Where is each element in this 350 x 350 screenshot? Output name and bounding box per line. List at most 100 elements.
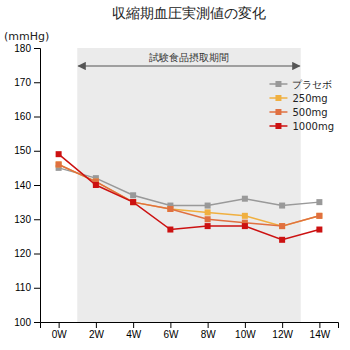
x-tick-mark [133,322,134,328]
x-tick-label: 2W [89,329,105,340]
y-tick: 170 [14,77,40,88]
series-marker [205,216,211,222]
y-axis-line [34,49,41,323]
y-tick-mark [34,288,40,289]
y-tick-label: 170 [14,77,31,88]
series-marker [56,161,62,167]
title: 収縮期血圧実測値の変化 [112,5,266,21]
x-tick: 0W [52,322,68,340]
y-tick-label: 150 [14,145,31,156]
series-line [59,164,320,226]
x-tick: 14W [310,322,331,340]
legend-item: 1000mg [269,121,334,132]
legend-item: プラセボ [269,79,332,90]
series-marker [279,237,285,243]
x-tick-label: 6W [163,329,179,340]
x-tick-label: 14W [310,329,331,340]
legend: プラセボ 250mg 500mg 1000mg [269,79,334,132]
y-tick: 140 [14,180,40,191]
x-tick-mark [59,322,60,328]
series-marker [242,196,248,202]
legend-label: 250mg [292,93,327,104]
y-tick-mark [34,48,40,49]
x-tick: 12W [272,322,293,340]
series-marker [316,213,322,219]
series-marker [316,227,322,233]
x-tick: 8W [201,322,217,340]
chart: 0W 2W 4W 6W 8W 10W 12W 14W 100 110 120 130 140 150 160… [0,0,350,350]
series-marker [93,182,99,188]
x-tick-mark [208,322,209,328]
y-tick-label: 140 [14,180,31,191]
x-tick-label: 4W [126,329,142,340]
legend-marker [275,95,281,101]
y-tick-mark [34,151,40,152]
y-tick-label: 120 [14,248,31,259]
y-tick-mark [34,185,40,186]
series-marker [242,213,248,219]
series-marker [316,213,322,219]
series-marker [130,192,136,198]
x-tick-mark [170,322,171,328]
y-tick: 180 [14,43,40,54]
series-marker [205,209,211,215]
annotation-arrow [78,65,300,66]
series-marker [130,199,136,205]
legend-label: 1000mg [292,121,334,132]
y-tick: 150 [14,145,40,156]
series-marker [167,227,173,233]
x-tick-mark [245,322,246,328]
series-line [59,154,320,240]
y-tick: 110 [15,282,40,293]
series-line [59,168,320,206]
series-marker [205,203,211,209]
annotation: 試験食品摂取期間 [149,52,229,63]
legend-label: 500mg [292,107,327,118]
y-tick: 130 [14,214,40,225]
y-tick-label: 110 [15,282,31,293]
legend-marker [275,109,281,115]
legend-marker [275,81,281,87]
x-tick: 4W [126,322,142,340]
plot: 0W 2W 4W 6W 8W 10W 12W 14W 100 110 120 130 140 150 160… [14,43,338,340]
y-axis-title: (mmHg) [4,30,49,43]
x-tick-label: 10W [235,329,256,340]
y-tick: 120 [14,248,40,259]
series-marker [279,223,285,229]
legend-label: プラセボ [292,79,332,90]
series-marker [130,199,136,205]
x-tick: 2W [89,322,105,340]
y-tick-mark [34,82,40,83]
x-tick: 10W [235,322,256,340]
y-tick-mark [34,254,40,255]
series-marker [205,223,211,229]
legend-item: 500mg [269,107,327,118]
series-line [59,164,320,226]
marks [56,48,323,322]
series-marker [242,223,248,229]
x-tick-mark [282,322,283,328]
legend-marker [275,123,281,129]
x-tick-mark [319,322,320,328]
y-tick-mark [34,117,40,118]
y-tick-mark [34,219,40,220]
x-axis-line [41,323,339,329]
series-marker [279,203,285,209]
x-axis: 0W 2W 4W 6W 8W 10W 12W 14W [41,322,339,340]
series-marker [56,161,62,167]
series-marker [167,206,173,212]
series [56,165,323,209]
y-tick-label: 180 [14,43,31,54]
series-marker [167,206,173,212]
series-marker [279,223,285,229]
x-tick: 6W [163,322,179,340]
x-tick-label: 8W [201,329,217,340]
y-tick: 160 [14,111,40,122]
y-axis: 100 110 120 130 140 150 160 170 180 [14,43,40,328]
legend-item: 250mg [269,93,327,104]
y-tick: 100 [14,317,40,328]
y-tick-label: 130 [14,214,31,225]
x-tick-label: 12W [272,329,293,340]
y-tick-label: 100 [14,317,31,328]
series [56,151,323,243]
